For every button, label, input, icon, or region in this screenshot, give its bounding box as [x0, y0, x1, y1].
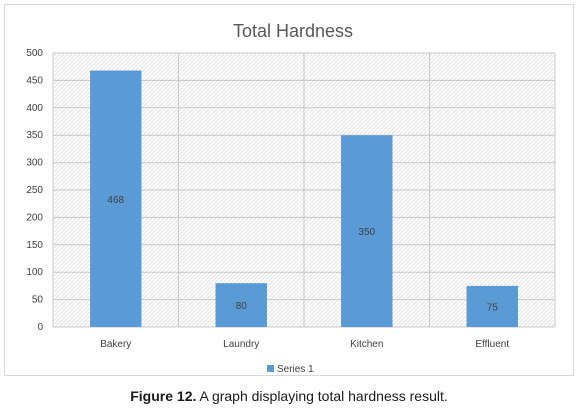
bar-bakery [90, 70, 142, 327]
data-label-kitchen: 350 [358, 227, 375, 238]
legend-swatch [267, 365, 274, 372]
figure-caption: Figure 12. A graph displaying total hard… [0, 388, 578, 404]
y-tick-label: 150 [26, 240, 43, 251]
legend: Series 1 [267, 364, 314, 375]
data-label-laundry: 80 [236, 301, 248, 312]
y-tick-label: 0 [37, 322, 43, 333]
bar-laundry [215, 283, 267, 327]
caption-text: A graph displaying total hardness result… [196, 388, 448, 404]
y-tick-label: 500 [26, 48, 43, 59]
x-tick-label: Bakery [100, 339, 131, 350]
bar-chart: Total Hardness 0 50 100 150 200 250 300 350 400 4… [26, 21, 556, 375]
y-tick-label: 300 [26, 158, 43, 169]
x-tick-label: Effluent [475, 339, 509, 350]
data-label-bakery: 468 [107, 195, 124, 206]
y-axis-ticks: 0 50 100 150 200 250 300 350 400 450 500 [26, 48, 43, 333]
caption-label: Figure 12. [130, 388, 197, 404]
y-tick-label: 100 [26, 267, 43, 278]
bars [90, 70, 518, 327]
legend-label: Series 1 [277, 364, 314, 375]
chart-container: Total Hardness 0 50 100 150 200 250 300 350 400 4… [4, 4, 574, 376]
data-label-effluent: 75 [487, 302, 499, 313]
x-tick-label: Laundry [223, 339, 259, 350]
y-tick-label: 350 [26, 130, 43, 141]
y-tick-label: 50 [32, 295, 44, 306]
y-tick-label: 450 [26, 75, 43, 86]
chart-title: Total Hardness [233, 21, 353, 41]
y-tick-label: 400 [26, 103, 43, 114]
bar-effluent [466, 285, 518, 327]
bar-kitchen [341, 135, 393, 327]
y-tick-label: 250 [26, 185, 43, 196]
data-labels: 468 80 350 75 [107, 195, 498, 314]
x-tick-label: Kitchen [350, 339, 383, 350]
x-axis-ticks: Bakery Laundry Kitchen Effluent [100, 339, 509, 350]
y-tick-label: 200 [26, 212, 43, 223]
